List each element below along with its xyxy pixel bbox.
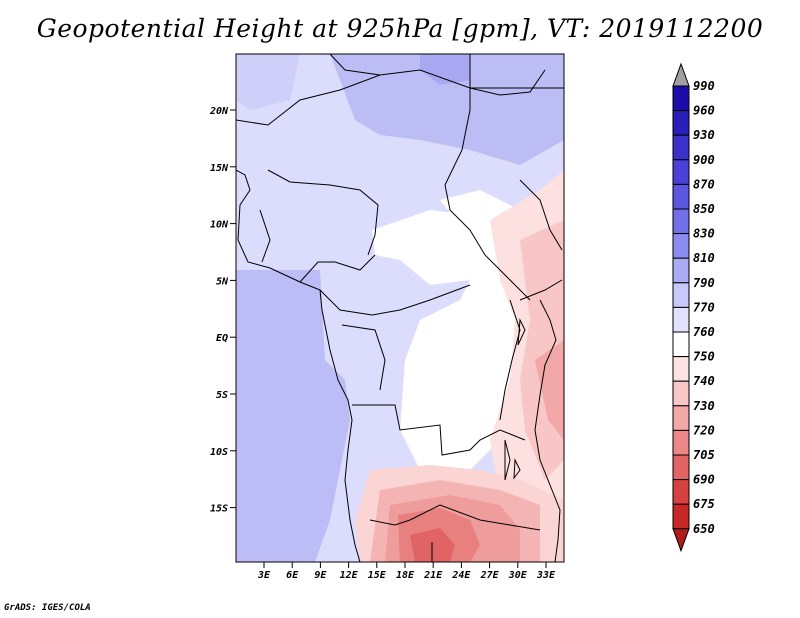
colorbar-swatch (672, 479, 690, 505)
lake-3 (513, 458, 521, 480)
coastline-east (534, 299, 561, 562)
colorbar-swatch (672, 183, 690, 210)
lat-tick-label: 5S (216, 390, 228, 401)
lon-tick-label: 30E (508, 570, 528, 581)
chart-title: Geopotential Height at 925hPa [gpm], VT:… (36, 14, 764, 43)
colorbar-label: 770 (693, 300, 715, 314)
colorbar-swatch (672, 257, 690, 284)
colorbar-label: 720 (693, 423, 715, 437)
lat-tick-label: 10S (210, 447, 228, 458)
colorbar-swatch (672, 110, 690, 136)
lake-1 (517, 318, 526, 346)
colorbar-label: 850 (693, 202, 715, 216)
colorbar-swatch (672, 134, 690, 161)
colorbar-swatch (672, 85, 690, 112)
border-4 (267, 169, 379, 256)
lon-tick-label: 33E (536, 570, 556, 581)
colorbar-label: 675 (693, 497, 715, 511)
border-9 (352, 404, 526, 456)
border-2 (329, 54, 381, 76)
colorbar-label: 730 (693, 399, 715, 413)
colorbar-label: 930 (693, 128, 715, 142)
colorbar-swatch (672, 282, 690, 308)
field-east-730 (535, 340, 564, 440)
colorbar-swatch (672, 380, 690, 407)
field-north-810 (420, 54, 470, 85)
lon-tick-label: 18E (396, 570, 415, 581)
colorbar-bottom-arrow (672, 528, 690, 553)
boundaries (236, 54, 564, 562)
border-7 (319, 284, 471, 316)
colorbar-label: 790 (693, 276, 715, 290)
lat-tick-label: 20N (209, 106, 229, 117)
colorbar-label: 830 (693, 227, 715, 241)
colorbar-label: 870 (693, 177, 715, 191)
lon-tick-label: 12E (340, 570, 359, 581)
map-frame (235, 53, 565, 563)
colorbar-swatch (672, 454, 690, 481)
lat-tick-label: 15N (210, 163, 229, 174)
colorbar-swatch (672, 405, 690, 431)
lon-tick-label: 24E (451, 570, 471, 581)
colorbar-label: 960 (693, 104, 715, 118)
lat-tick-label: 10N (210, 220, 229, 231)
border-5 (259, 209, 271, 263)
colorbar-label: 750 (693, 350, 715, 364)
lon-tick-label: 9E (314, 570, 327, 581)
border-1 (236, 69, 564, 126)
lon-tick-label: 6E (286, 570, 299, 581)
colorbar-swatch (672, 356, 690, 382)
field-white-760 (372, 210, 530, 470)
coast-north-east (519, 179, 563, 251)
field-northwest (236, 54, 300, 110)
lat-tick-label: 5N (216, 276, 229, 287)
lake-2 (504, 439, 511, 481)
colorbar-label: 810 (693, 251, 715, 265)
border-13 (519, 279, 563, 301)
border-3 (444, 54, 531, 301)
latitude-axis: 20N 15N 10N 5N EQ 5S 10S 15S (209, 106, 236, 515)
longitude-axis: 3E 6E 9E 12E 15E 18E 21E 24E 27E 30E 33E (257, 562, 556, 581)
colorbar-label: 760 (693, 325, 715, 339)
lon-tick-label: 21E (423, 570, 443, 581)
colorbar: 990 960 930 900 870 850 830 810 790 770 760 750 740 7… (672, 62, 715, 553)
lon-tick-label: 3E (257, 570, 271, 581)
field-north-790 (330, 54, 564, 165)
lat-tick-label: EQ (216, 333, 228, 344)
colorbar-swatch (672, 233, 690, 259)
lon-tick-label: 27E (480, 570, 500, 581)
field-west-790 (236, 270, 350, 562)
credit-text: GrADS: IGES/COLA (4, 603, 91, 613)
colorbar-swatch (672, 429, 690, 456)
colorbar-swatch (672, 159, 690, 185)
colorbar-label: 990 (693, 79, 715, 93)
colorbar-swatch (672, 331, 690, 358)
height-field (236, 54, 564, 562)
coastline-west (236, 169, 361, 562)
colorbar-swatch (672, 208, 690, 235)
border-6 (299, 254, 376, 283)
colorbar-top-arrow (672, 62, 690, 87)
lon-tick-label: 15E (368, 570, 387, 581)
border-8 (341, 324, 386, 391)
colorbar-swatch (672, 306, 690, 333)
lat-tick-label: 15S (210, 504, 228, 515)
border-12 (499, 299, 521, 421)
colorbar-label: 900 (693, 153, 715, 167)
colorbar-label: 650 (693, 522, 715, 536)
red-sea (469, 69, 546, 96)
border-10 (369, 504, 541, 531)
colorbar-label: 740 (693, 374, 715, 388)
colorbar-label: 690 (693, 473, 715, 487)
colorbar-label: 705 (693, 448, 715, 462)
colorbar-swatch (672, 503, 690, 530)
